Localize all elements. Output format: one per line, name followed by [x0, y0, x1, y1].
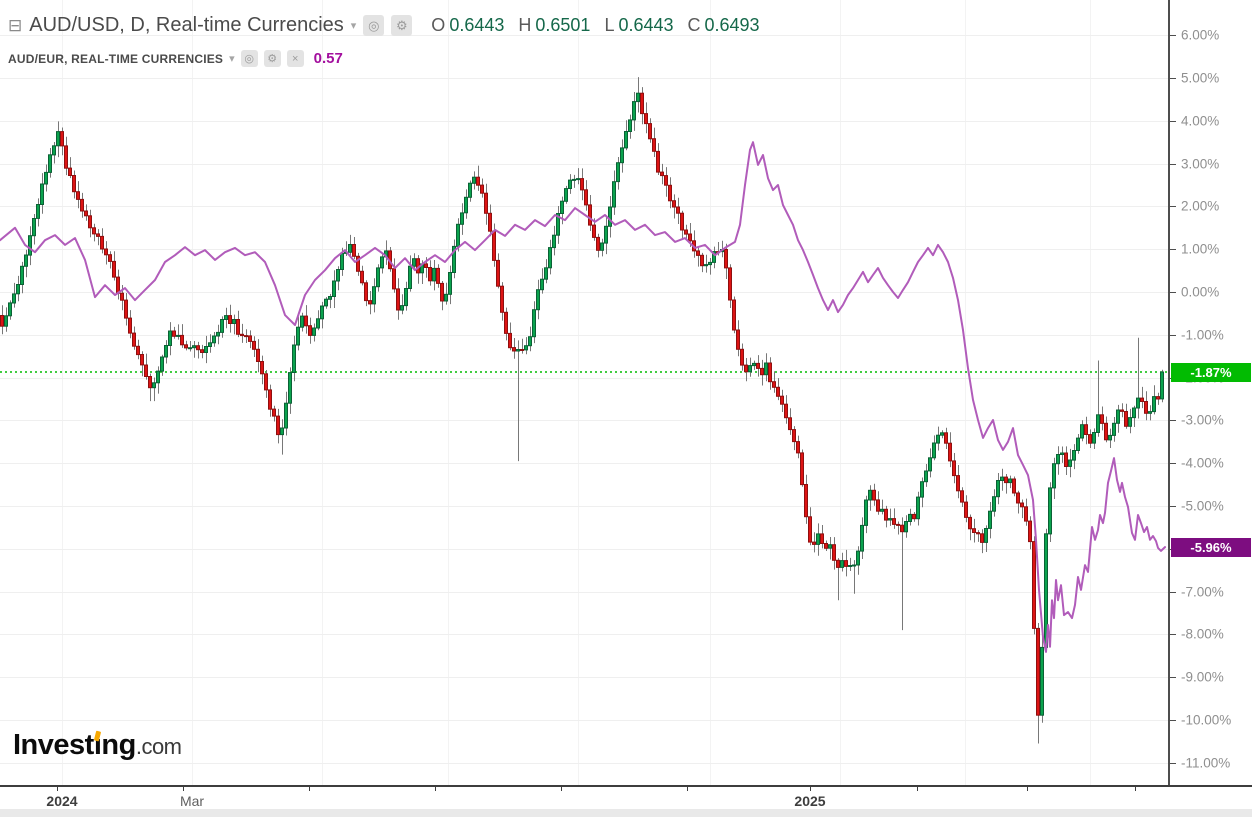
last-price-badge: -5.96% — [1171, 537, 1251, 557]
eye-icon: ◎ — [368, 17, 380, 33]
open-value: 0.6443 — [449, 15, 505, 35]
price-tick-label: -10.00% — [1181, 712, 1232, 728]
price-tick-label: -11.00% — [1181, 755, 1231, 771]
price-tick-label: -8.00% — [1181, 626, 1224, 642]
price-tick — [1170, 292, 1176, 293]
time-axis[interactable]: 2024 Mar 2025 — [0, 785, 1252, 810]
main-series-legend: ⊟ AUD/USD, D, Real-time Currencies ▾ ◎ ⚙… — [8, 14, 760, 37]
time-tick — [561, 787, 562, 791]
logo-accent-i: ı — [93, 729, 102, 761]
price-tick-label: -5.00% — [1181, 498, 1224, 514]
price-tick — [1170, 592, 1176, 593]
chevron-down-icon[interactable]: ▾ — [229, 53, 235, 65]
price-tick — [1170, 420, 1176, 421]
time-tick — [687, 787, 688, 791]
price-tick — [1170, 720, 1176, 721]
price-tick-label: -4.00% — [1181, 455, 1224, 471]
overlay-settings-button[interactable]: ⚙ — [263, 50, 281, 67]
hide-overlay-button[interactable]: ◎ — [240, 50, 258, 67]
high-value: 0.6501 — [535, 15, 591, 35]
time-tick-label: 2025 — [794, 793, 826, 809]
time-tick — [1135, 787, 1136, 791]
time-tick-label: 2024 — [46, 793, 78, 809]
close-value: 0.6493 — [704, 15, 760, 35]
price-axis[interactable]: 6.00% 5.00% 4.00% 3.00% 2.00% 1.00% 0.00% -1.00… — [1168, 0, 1252, 785]
remove-overlay-button[interactable]: × — [286, 50, 304, 67]
series-settings-button[interactable]: ⚙ — [391, 15, 413, 36]
bottom-strip — [0, 809, 1252, 817]
overlay-series-title[interactable]: AUD/EUR, REAL-TIME CURRENCIES — [8, 51, 224, 66]
price-tick — [1170, 206, 1176, 207]
close-label: C — [687, 15, 701, 35]
gridlines — [0, 0, 1168, 785]
chevron-down-icon[interactable]: ▾ — [350, 20, 357, 32]
price-tick — [1170, 677, 1176, 678]
price-tick — [1170, 164, 1176, 165]
price-chart-canvas[interactable] — [0, 0, 1168, 785]
hide-series-button[interactable]: ◎ — [363, 15, 385, 36]
time-tick — [57, 787, 58, 791]
overlay-series-legend: AUD/EUR, REAL-TIME CURRENCIES ▾ ◎ ⚙ × 0.… — [8, 50, 343, 67]
price-tick — [1170, 335, 1176, 336]
price-tick — [1170, 763, 1176, 764]
logo-suffix: .com — [135, 734, 182, 759]
price-tick-label: -1.00% — [1181, 327, 1224, 343]
close-icon: × — [291, 52, 299, 65]
open-label: O — [431, 15, 446, 35]
price-tick — [1170, 463, 1176, 464]
candlestick-series — [0, 77, 1164, 744]
investing-logo: Investıng.com — [13, 729, 182, 762]
time-tick — [1027, 787, 1028, 791]
ohlc-values: O 0.6443 H 0.6501 L 0.6443 C 0.6493 — [431, 15, 759, 36]
time-tick — [309, 787, 310, 791]
time-tick — [810, 787, 811, 791]
low-label: L — [604, 15, 615, 35]
price-tick-label: 3.00% — [1181, 156, 1220, 172]
high-label: H — [518, 15, 532, 35]
price-tick-label: 4.00% — [1181, 113, 1220, 129]
price-tick — [1170, 35, 1176, 36]
gear-icon: ⚙ — [395, 17, 408, 33]
price-tick-label: 5.00% — [1181, 70, 1220, 86]
last-price-badge: -1.87% — [1171, 362, 1251, 382]
price-tick — [1170, 506, 1176, 507]
low-value: 0.6443 — [618, 15, 674, 35]
main-series-title[interactable]: AUD/USD, D, Real-time Currencies — [29, 14, 344, 36]
overlay-line-series — [0, 141, 1166, 653]
price-tick — [1170, 634, 1176, 635]
price-tick — [1170, 249, 1176, 250]
price-tick-label: 0.00% — [1181, 284, 1220, 300]
price-tick-label: -7.00% — [1181, 584, 1224, 600]
price-tick-label: 2.00% — [1181, 198, 1220, 214]
eye-icon: ◎ — [244, 53, 254, 65]
price-tick — [1170, 78, 1176, 79]
logo-text: Investıng — [13, 729, 136, 761]
time-tick — [435, 787, 436, 791]
collapse-pane-icon[interactable]: ⊟ — [8, 16, 23, 35]
overlay-last-value: 0.57 — [313, 50, 343, 67]
time-tick — [917, 787, 918, 791]
price-tick-label: -3.00% — [1181, 412, 1224, 428]
price-tick-label: -9.00% — [1181, 669, 1224, 685]
time-tick — [183, 787, 184, 791]
gear-icon: ⚙ — [267, 53, 278, 65]
price-tick-label: 6.00% — [1181, 27, 1220, 43]
price-tick-label: 1.00% — [1181, 241, 1220, 257]
price-tick — [1170, 121, 1176, 122]
time-tick-label: Mar — [179, 793, 205, 809]
